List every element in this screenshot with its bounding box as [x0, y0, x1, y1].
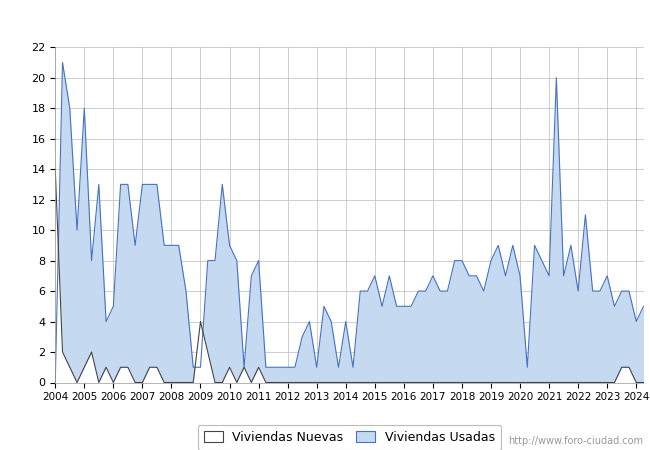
- Text: Vallada - Evolucion del Nº de Transacciones Inmobiliarias: Vallada - Evolucion del Nº de Transaccio…: [116, 14, 534, 29]
- Text: http://www.foro-ciudad.com: http://www.foro-ciudad.com: [508, 436, 644, 446]
- Legend: Viviendas Nuevas, Viviendas Usadas: Viviendas Nuevas, Viviendas Usadas: [198, 424, 501, 450]
